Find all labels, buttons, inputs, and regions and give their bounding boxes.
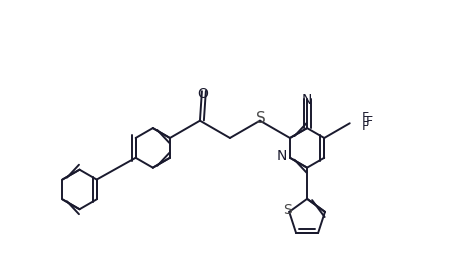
Text: F: F (361, 120, 368, 133)
Text: N: N (276, 149, 286, 163)
Text: S: S (256, 111, 265, 126)
Text: O: O (197, 87, 208, 101)
Text: N: N (301, 93, 312, 106)
Text: F: F (365, 115, 372, 128)
Text: S: S (282, 203, 291, 217)
Text: F: F (361, 111, 368, 124)
